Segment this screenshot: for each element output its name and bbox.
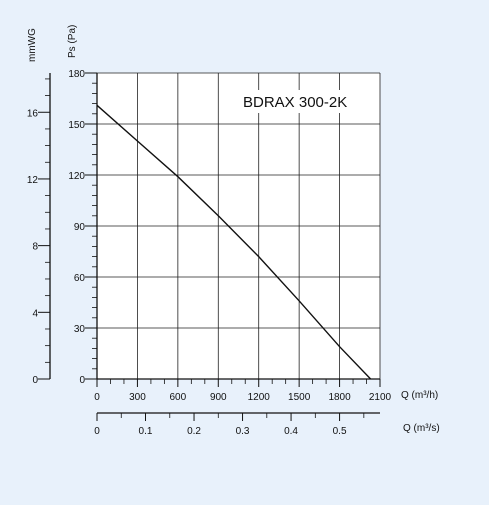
x2-tick-label: 0.4 [284, 426, 298, 437]
y2-axis-title: mmWG [27, 28, 38, 62]
y2-tick-label: 4 [32, 308, 38, 319]
chart-title: BDRAX 300-2K [243, 94, 347, 111]
x2-tick-label: 0.5 [333, 426, 347, 437]
x2-axis-title: Q (m³/s) [403, 423, 440, 434]
grid [97, 72, 381, 379]
y-tick-label: 180 [68, 69, 85, 80]
y2-tick-label: 8 [32, 242, 38, 253]
x-tick-label: 2100 [369, 392, 392, 403]
y-tick-label: 0 [79, 375, 85, 386]
y2-tick-label: 12 [27, 175, 39, 186]
x-tick-label: 1500 [288, 392, 311, 403]
x-tick-label: 300 [129, 392, 146, 403]
x-tick-label: 1200 [248, 392, 271, 403]
x-tick-label: 900 [210, 392, 227, 403]
y-tick-label: 150 [68, 120, 85, 131]
y-tick-label: 90 [74, 222, 86, 233]
y2-tick-label: 16 [27, 108, 39, 119]
x2-tick-label: 0.1 [139, 426, 153, 437]
x-axis-title: Q (m³/h) [401, 390, 438, 401]
curve-layer [96, 104, 372, 380]
y-tick-label: 120 [68, 171, 85, 182]
model-label-box [239, 90, 363, 113]
y-tick-label: 30 [74, 324, 86, 335]
performance-curve [96, 104, 372, 380]
x-tick-label: 0 [94, 392, 100, 403]
x2-tick-label: 0.3 [236, 426, 250, 437]
labels-layer: BDRAX 300-2K Q (m³/h) Q (m³/s) Ps (Pa) m… [27, 25, 440, 434]
x-tick-label: 600 [170, 392, 187, 403]
y2-tick-label: 0 [32, 375, 38, 386]
x-tick-label: 1800 [328, 392, 351, 403]
y-axis-title: Ps (Pa) [67, 25, 78, 58]
x2-tick-label: 0 [94, 426, 100, 437]
x2-tick-label: 0.2 [187, 426, 201, 437]
y-tick-label: 60 [74, 273, 86, 284]
